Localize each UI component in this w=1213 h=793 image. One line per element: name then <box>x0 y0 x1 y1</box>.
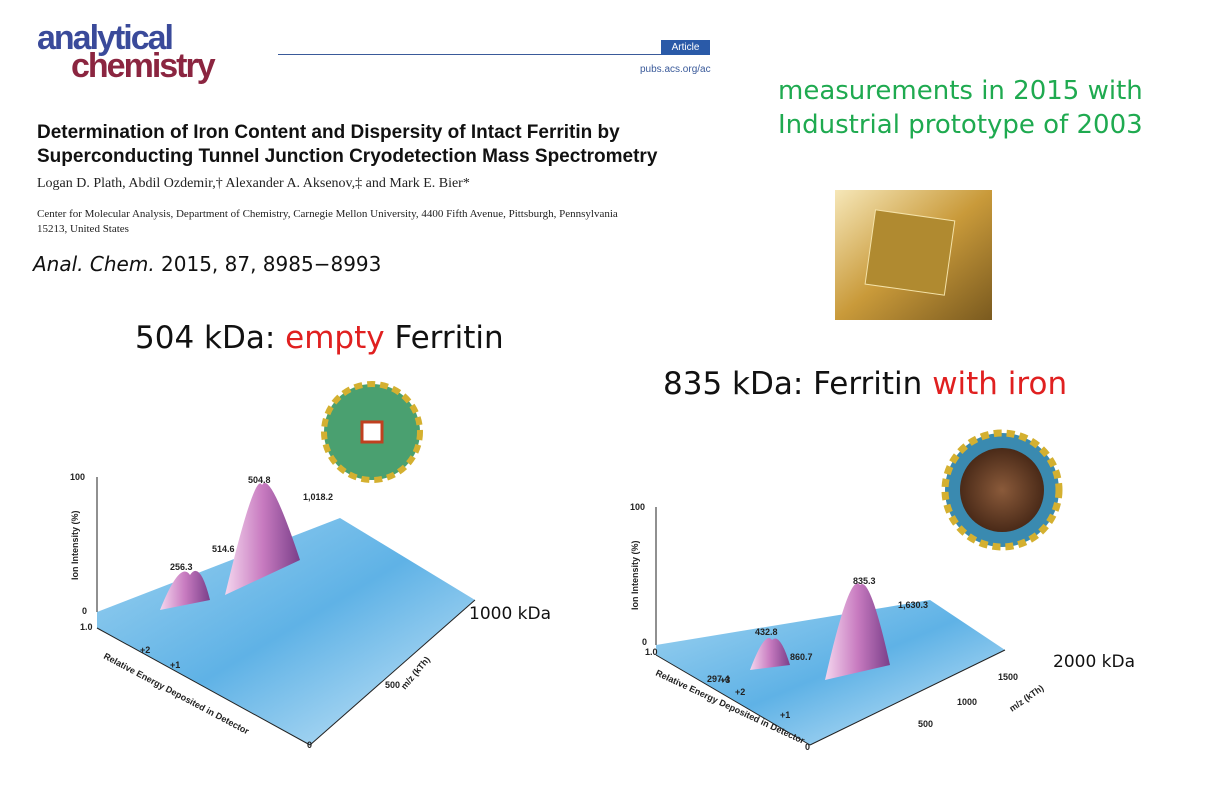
citation: Anal. Chem. 2015, 87, 8985−8993 <box>33 252 381 276</box>
peak-label: 256.3 <box>170 562 193 572</box>
axis-label: m/z (kTh) <box>1007 683 1045 714</box>
axis <box>809 649 1006 746</box>
side-label: 1000 kDa <box>469 604 552 624</box>
heading-part: 835 kDa: Ferritin <box>663 366 933 402</box>
ferritin-core <box>960 448 1044 532</box>
axis-label: Ion Intensity (%) <box>630 540 640 610</box>
logo-line: chemistry <box>71 47 216 85</box>
tick-label: 100 <box>70 472 85 482</box>
affiliation: Center for Molecular Analysis, Departmen… <box>37 207 618 237</box>
ferritin-core <box>360 420 384 444</box>
tick-label: 0 <box>82 606 87 616</box>
peak-label: 1,018.2 <box>303 492 333 502</box>
journal: Anal. Chem. <box>33 252 155 276</box>
tick-label: +3 <box>720 675 730 685</box>
affiliation-line: Center for Molecular Analysis, Departmen… <box>37 208 618 220</box>
heading: 504 kDa: empty Ferritin <box>135 320 504 356</box>
chip <box>864 209 956 296</box>
tick-label: 500 <box>918 719 933 729</box>
peak <box>750 638 790 670</box>
heading-part: 504 kDa: <box>135 320 286 356</box>
axis <box>309 599 476 746</box>
tick-label: +2 <box>140 645 150 655</box>
affiliation-line: 15213, United States <box>37 223 129 235</box>
logo-line: analytical <box>37 19 174 57</box>
tick-label: 1.0 <box>80 622 93 632</box>
rule <box>278 54 710 55</box>
tick-label: +1 <box>170 660 180 670</box>
peak-label: 860.7 <box>790 652 813 662</box>
authors: Logan D. Plath, Abdil Ozdemir,† Alexande… <box>37 176 470 191</box>
peak-label: 297.4 <box>707 674 730 684</box>
peak-label: 835.3 <box>853 576 876 586</box>
tick-label: 1000 <box>957 697 977 707</box>
logo: analytical chemistry <box>37 19 216 85</box>
tick-label: 1.0 <box>645 647 658 657</box>
badge: Article <box>661 40 710 55</box>
url: pubs.acs.org/ac <box>640 64 711 75</box>
title-line: Determination of Iron Content and Disper… <box>37 122 620 143</box>
title-line: Superconducting Tunnel Junction Cryodete… <box>37 146 658 167</box>
tick-label: 500 <box>385 680 400 690</box>
peak <box>160 570 210 610</box>
title: Determination of Iron Content and Disper… <box>37 121 657 169</box>
side-label: 2000 kDa <box>1053 652 1136 672</box>
surface <box>97 518 475 745</box>
tick-label: 0 <box>805 742 810 752</box>
peak-label: 504.8 <box>248 475 271 485</box>
note-line: Industrial prototype of 2003 <box>778 110 1143 140</box>
note: measurements in 2015 with Industrial pro… <box>778 74 1143 142</box>
heading-part: with iron <box>932 366 1068 402</box>
tick-label: 1500 <box>998 672 1018 682</box>
axis <box>96 627 311 746</box>
peak <box>825 583 890 680</box>
peak-label: 514.6 <box>212 544 235 554</box>
axis <box>655 654 811 746</box>
heading-part: empty <box>285 320 385 356</box>
citation-text: 2015, 87, 8985−8993 <box>161 252 382 276</box>
tick-label: 0 <box>642 637 647 647</box>
heading-part: Ferritin <box>384 320 504 356</box>
tick-label: 100 <box>630 502 645 512</box>
tick-label: +2 <box>735 687 745 697</box>
note-line: measurements in 2015 with <box>778 76 1143 106</box>
tick-label: +1 <box>780 710 790 720</box>
heading: 835 kDa: Ferritin with iron <box>663 366 1067 402</box>
peak-label: 432.8 <box>755 627 778 637</box>
peak <box>225 482 300 595</box>
axis-label: Ion Intensity (%) <box>70 510 80 580</box>
peak-label: 1,630.3 <box>898 600 928 610</box>
tick-label: 0 <box>307 740 312 750</box>
